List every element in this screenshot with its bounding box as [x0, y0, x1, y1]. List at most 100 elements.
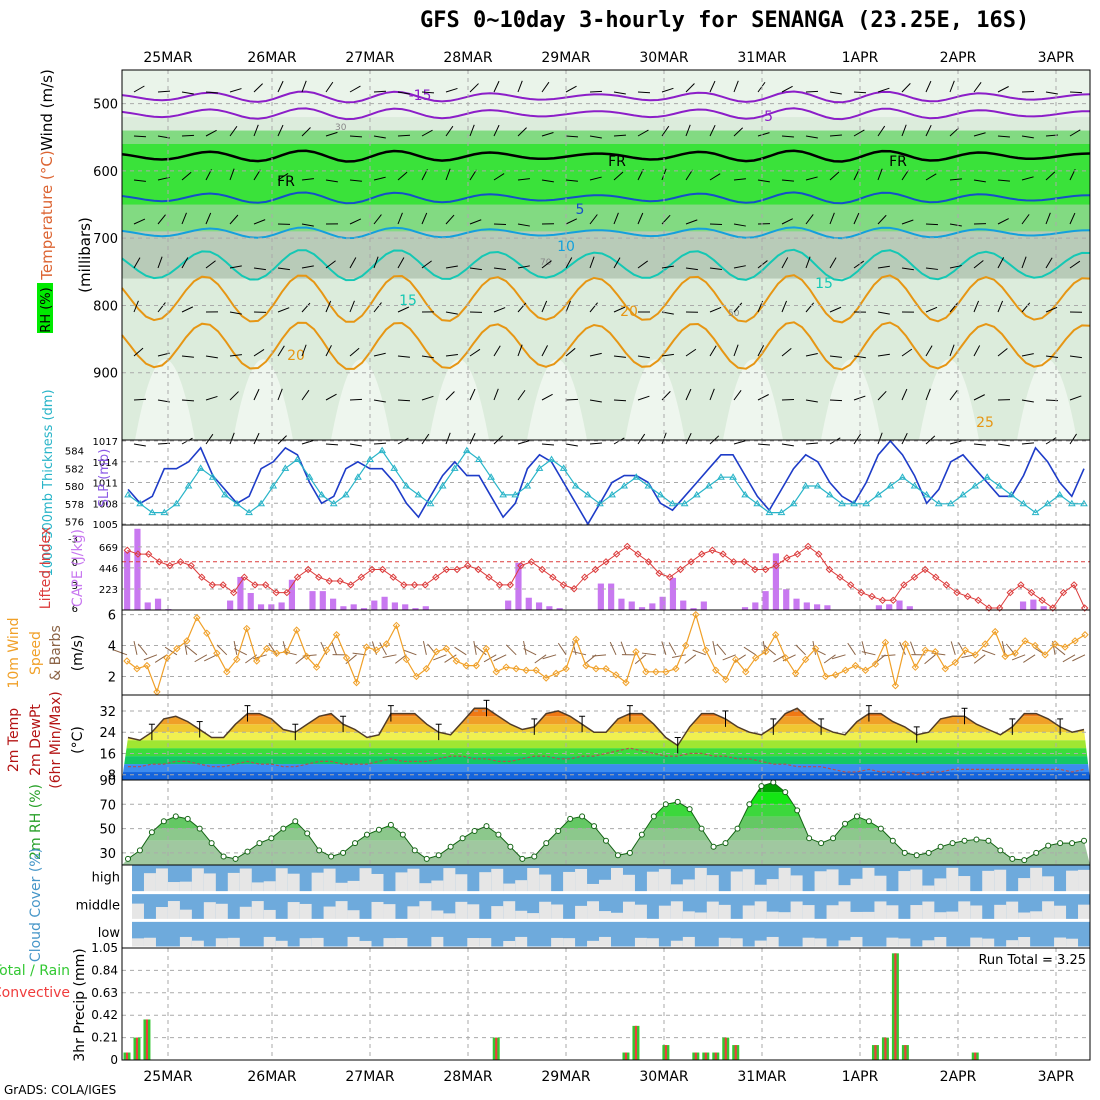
wind-barb-10m: [684, 654, 697, 664]
wind-barb: [349, 85, 361, 93]
lifted-point: [453, 565, 461, 574]
thickness-point: [934, 499, 943, 507]
wind-speed-point: [302, 652, 311, 661]
cloud-cell: [958, 876, 971, 893]
wind-barb-10m: [981, 649, 996, 656]
wind-barb-10m: [924, 654, 936, 665]
wind-speed-point: [1031, 641, 1039, 650]
wind-barb: [541, 260, 552, 269]
wind-barb: [901, 219, 914, 225]
rh-tick: 50: [99, 823, 116, 838]
lifted-point: [676, 565, 685, 574]
wind-barb-10m: [716, 643, 727, 656]
thickness-point: [366, 455, 374, 462]
lifted-point: [1080, 604, 1089, 612]
wind-barb: [637, 355, 650, 359]
wind-barb: [805, 302, 815, 313]
rh-point: [985, 837, 992, 844]
lifted-point: [229, 588, 238, 597]
isotherm-label: 15: [815, 276, 833, 292]
precip-conv-bar: [135, 1037, 139, 1060]
wind-barb: [1069, 260, 1081, 269]
wind-barb-10m: [113, 649, 128, 656]
wind-axis-label: & Barbs: [48, 625, 64, 681]
rh-contour-label: 30: [335, 123, 347, 133]
lifted-point: [793, 550, 802, 558]
cloud-cell: [946, 867, 959, 893]
rh-point: [363, 831, 370, 838]
wind-speed-point: [801, 655, 810, 664]
lifted-point: [708, 546, 717, 554]
wind-barb: [253, 349, 265, 357]
lifted-point: [495, 581, 504, 589]
cape-bar: [814, 604, 821, 610]
cape-bar: [525, 597, 532, 610]
wind-barb: [421, 395, 434, 401]
wind-barb: [637, 260, 649, 269]
wind-barb: [1069, 91, 1083, 94]
wind-barb: [589, 442, 603, 445]
wind-barb: [805, 256, 811, 269]
cloud-cell: [311, 937, 324, 948]
thickness-point: [160, 508, 169, 516]
isotherm-label: 15: [399, 293, 417, 309]
cape-bar: [1030, 599, 1037, 610]
wind-speed-point: [692, 610, 700, 619]
wind-barb-10m: [203, 654, 218, 662]
top-date-label: 27MAR: [345, 50, 394, 66]
cloud-cell: [622, 901, 635, 921]
wind-barb: [805, 90, 819, 93]
wind-speed-point: [163, 654, 171, 662]
wind-barb-10m: [143, 654, 158, 661]
cape-bar: [638, 607, 646, 610]
wind-speed-point: [891, 682, 900, 690]
cloud-cell: [455, 874, 468, 893]
rh2m-axis-label: 2m RH (%): [28, 784, 44, 860]
cloud-cell: [838, 940, 851, 948]
wind-barb: [133, 135, 147, 138]
wind-barb: [757, 179, 770, 183]
rh-point: [626, 849, 633, 856]
cloud-cell: [682, 911, 695, 921]
wind-barb: [493, 173, 505, 181]
rh-point: [352, 840, 359, 847]
cape-tick: 669: [99, 543, 118, 554]
wind-speed-point: [1041, 651, 1049, 659]
thickness-point: [535, 464, 544, 471]
cape-bar: [288, 579, 296, 610]
wind-barb: [133, 179, 146, 182]
rh-band: [122, 816, 1090, 829]
precip-conv-bar: [634, 1025, 637, 1060]
cloud-cell: [934, 936, 947, 948]
temp-axis-label: (°C): [70, 726, 86, 754]
cloud-cell: [575, 905, 588, 921]
wind-barb-10m: [634, 654, 647, 665]
wind-barb: [1021, 442, 1034, 445]
temp-band: [122, 708, 1090, 717]
wind-speed-point: [841, 666, 850, 674]
wind-barb: [517, 223, 530, 227]
wind-speed-point: [512, 665, 520, 673]
thickness-point: [729, 473, 737, 480]
cloud-cell: [718, 937, 731, 948]
cloud-cell: [143, 873, 156, 893]
wind-barb: [853, 355, 866, 359]
wind-barb: [229, 354, 242, 357]
wind-speed-point: [532, 666, 540, 674]
wind-speed-point: [921, 646, 930, 654]
wind-barb: [589, 302, 598, 313]
wind-barb: [469, 124, 475, 137]
cloud-cell: [191, 940, 204, 948]
slp-axis-label: SLP (mb): [97, 449, 112, 508]
lifted-point: [942, 581, 951, 589]
thickness-point: [293, 455, 302, 462]
cloud-cell: [551, 937, 564, 948]
cloud-cell: [503, 883, 516, 893]
lifted-point: [1038, 596, 1046, 605]
cloud-cell: [922, 940, 935, 948]
cloud-cell: [359, 940, 372, 948]
wind-barb: [301, 178, 314, 181]
wind-barb: [709, 306, 722, 313]
cloud-cell: [910, 905, 923, 921]
wind-barb: [877, 87, 890, 93]
